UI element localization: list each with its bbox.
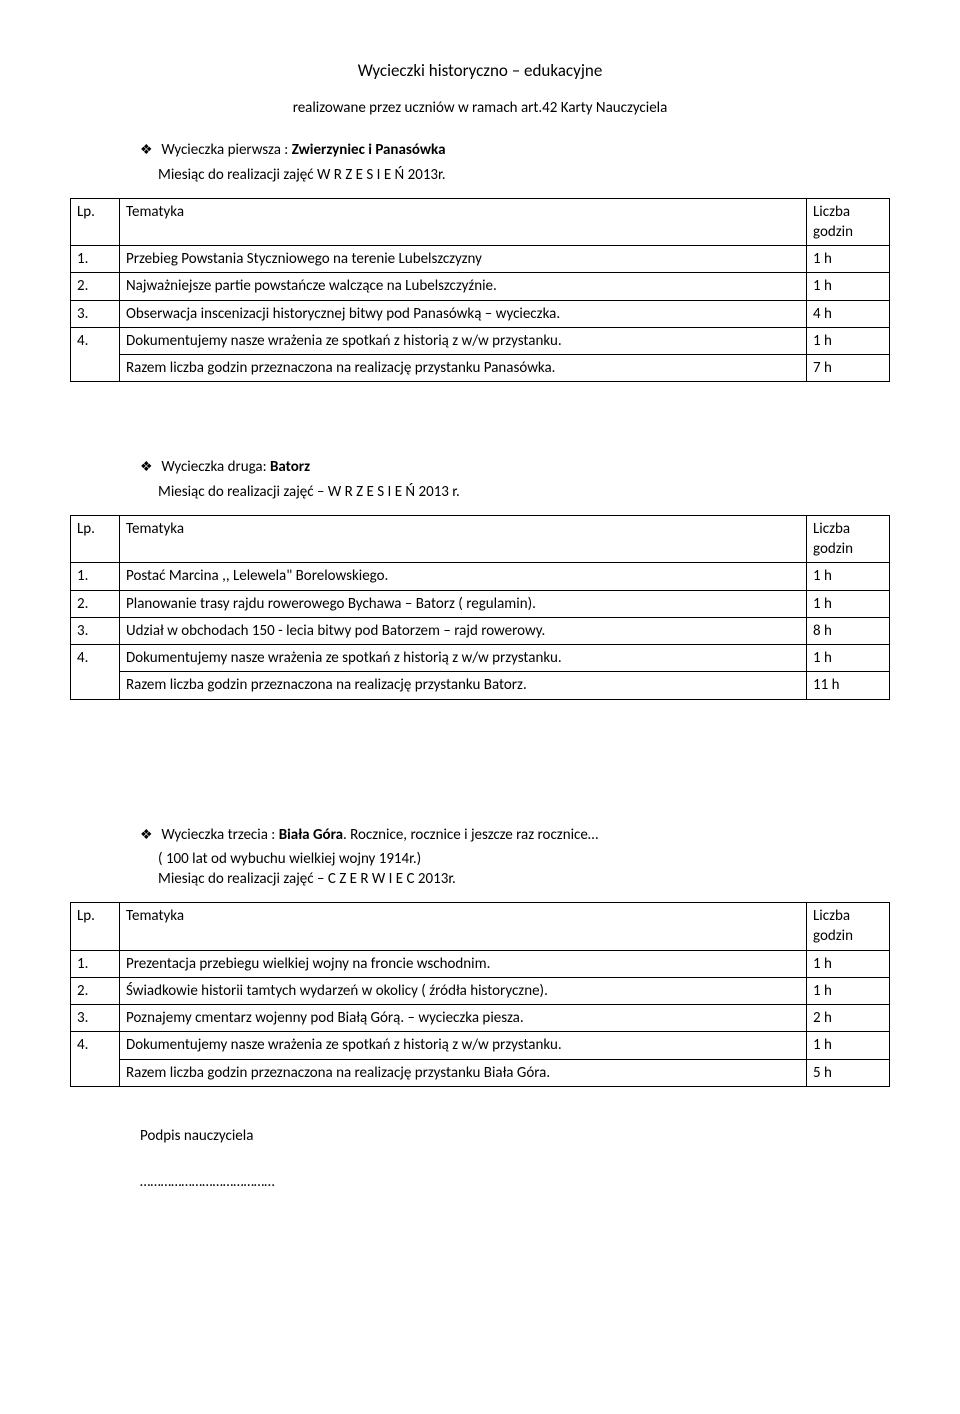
cell-lp: 2.: [71, 590, 120, 617]
trip-3-line2: ( 100 lat od wybuchu wielkiej wojny 1914…: [158, 850, 890, 868]
cell-lp: 4.: [71, 327, 120, 382]
header-tematyka: Tematyka: [120, 903, 807, 951]
cell-text: Dokumentujemy nasze wrażenia ze spotkań …: [120, 1032, 807, 1059]
cell-hours: 2 h: [807, 1005, 890, 1032]
diamond-bullet-icon: ❖: [140, 824, 158, 845]
header-tematyka: Tematyka: [120, 515, 807, 563]
diamond-bullet-icon: ❖: [140, 139, 158, 160]
header-liczba: Liczba godzin: [807, 198, 890, 246]
cell-text: Poznajemy cmentarz wojenny pod Białą Gór…: [120, 1005, 807, 1032]
table-row: 2.Świadkowie historii tamtych wydarzeń w…: [71, 977, 890, 1004]
signature-label: Podpis nauczyciela: [140, 1127, 890, 1145]
trip-3-table: Lp. Tematyka Liczba godzin 1.Prezentacja…: [70, 902, 890, 1087]
table-row: 4.Dokumentujemy nasze wrażenia ze spotka…: [71, 1032, 890, 1059]
cell-hours: 1 h: [807, 977, 890, 1004]
cell-hours: 1 h: [807, 590, 890, 617]
trip-1-header: ❖ Wycieczka pierwsza : Zwierzyniec i Pan…: [140, 139, 890, 162]
trip-1-prefix: Wycieczka pierwsza :: [161, 141, 291, 159]
cell-text: Planowanie trasy rajdu rowerowego Bychaw…: [120, 590, 807, 617]
cell-text: Dokumentujemy nasze wrażenia ze spotkań …: [120, 327, 807, 354]
trip-1-name: Zwierzyniec i Panasówka: [292, 141, 446, 159]
table-row: 2.Planowanie trasy rajdu rowerowego Bych…: [71, 590, 890, 617]
header-lp: Lp.: [71, 515, 120, 563]
cell-hours: 1 h: [807, 246, 890, 273]
table-row: 4.Dokumentujemy nasze wrażenia ze spotka…: [71, 645, 890, 672]
table-row: 3.Poznajemy cmentarz wojenny pod Białą G…: [71, 1005, 890, 1032]
cell-hours: 1 h: [807, 273, 890, 300]
cell-total-hours: 7 h: [807, 355, 890, 382]
cell-lp: 2.: [71, 273, 120, 300]
cell-hours: 1 h: [807, 645, 890, 672]
trip-1-month: Miesiąc do realizacji zajęć W R Z E S I …: [158, 166, 890, 184]
trip-3-month: Miesiąc do realizacji zajęć – C Z E R W …: [158, 870, 890, 888]
cell-total-text: Razem liczba godzin przeznaczona na real…: [120, 672, 807, 699]
cell-hours: 1 h: [807, 563, 890, 590]
cell-lp: 4.: [71, 1032, 120, 1087]
cell-total-hours: 11 h: [807, 672, 890, 699]
cell-total-text: Razem liczba godzin przeznaczona na real…: [120, 355, 807, 382]
cell-text: Obserwacja inscenizacji historycznej bit…: [120, 300, 807, 327]
cell-hours: 1 h: [807, 950, 890, 977]
page-title: Wycieczki historyczno – edukacyjne: [70, 60, 890, 81]
table-header-row: Lp. Tematyka Liczba godzin: [71, 515, 890, 563]
table-row: 3.Obserwacja inscenizacji historycznej b…: [71, 300, 890, 327]
table-total-row: Razem liczba godzin przeznaczona na real…: [71, 1059, 890, 1086]
cell-lp: 3.: [71, 1005, 120, 1032]
header-liczba: Liczba godzin: [807, 903, 890, 951]
trip-2-header: ❖ Wycieczka druga: Batorz: [140, 456, 890, 479]
trip-2-table: Lp. Tematyka Liczba godzin 1.Postać Marc…: [70, 515, 890, 700]
header-lp: Lp.: [71, 903, 120, 951]
trip-2-prefix: Wycieczka druga:: [161, 458, 270, 476]
cell-lp: 1.: [71, 950, 120, 977]
cell-lp: 3.: [71, 300, 120, 327]
signature-line: …………………………………: [140, 1173, 890, 1191]
cell-text: Udział w obchodach 150 - lecia bitwy pod…: [120, 617, 807, 644]
table-row: 1.Postać Marcina ,, Lelewela" Borelowski…: [71, 563, 890, 590]
header-tematyka: Tematyka: [120, 198, 807, 246]
cell-hours: 1 h: [807, 1032, 890, 1059]
cell-text: Dokumentujemy nasze wrażenia ze spotkań …: [120, 645, 807, 672]
table-row: 1.Przebieg Powstania Styczniowego na ter…: [71, 246, 890, 273]
trip-3-header: ❖ Wycieczka trzecia : Biała Góra. Roczni…: [140, 824, 890, 847]
trip-2-name: Batorz: [270, 458, 310, 476]
cell-total-hours: 5 h: [807, 1059, 890, 1086]
cell-hours: 1 h: [807, 327, 890, 354]
header-liczba: Liczba godzin: [807, 515, 890, 563]
table-row: 3.Udział w obchodach 150 - lecia bitwy p…: [71, 617, 890, 644]
table-row: 4.Dokumentujemy nasze wrażenia ze spotka…: [71, 327, 890, 354]
trip-3-suffix: . Rocznice, rocznice i jeszcze raz roczn…: [343, 826, 598, 844]
cell-text: Postać Marcina ,, Lelewela" Borelowskieg…: [120, 563, 807, 590]
trip-2-month: Miesiąc do realizacji zajęć – W R Z E S …: [158, 483, 890, 501]
trip-3-name: Biała Góra: [279, 826, 343, 844]
table-row: 2.Najważniejsze partie powstańcze walczą…: [71, 273, 890, 300]
table-header-row: Lp. Tematyka Liczba godzin: [71, 198, 890, 246]
diamond-bullet-icon: ❖: [140, 456, 158, 477]
cell-total-text: Razem liczba godzin przeznaczona na real…: [120, 1059, 807, 1086]
table-row: 1.Prezentacja przebiegu wielkiej wojny n…: [71, 950, 890, 977]
trip-3-prefix: Wycieczka trzecia :: [161, 826, 278, 844]
cell-lp: 3.: [71, 617, 120, 644]
header-lp: Lp.: [71, 198, 120, 246]
cell-text: Przebieg Powstania Styczniowego na teren…: [120, 246, 807, 273]
cell-lp: 1.: [71, 246, 120, 273]
cell-hours: 4 h: [807, 300, 890, 327]
cell-lp: 2.: [71, 977, 120, 1004]
page-subtitle: realizowane przez uczniów w ramach art.4…: [70, 99, 890, 117]
cell-text: Świadkowie historii tamtych wydarzeń w o…: [120, 977, 807, 1004]
cell-hours: 8 h: [807, 617, 890, 644]
cell-lp: 4.: [71, 645, 120, 700]
trip-1-table: Lp. Tematyka Liczba godzin 1.Przebieg Po…: [70, 198, 890, 383]
table-header-row: Lp. Tematyka Liczba godzin: [71, 903, 890, 951]
cell-text: Prezentacja przebiegu wielkiej wojny na …: [120, 950, 807, 977]
table-total-row: Razem liczba godzin przeznaczona na real…: [71, 672, 890, 699]
table-total-row: Razem liczba godzin przeznaczona na real…: [71, 355, 890, 382]
cell-text: Najważniejsze partie powstańcze walczące…: [120, 273, 807, 300]
cell-lp: 1.: [71, 563, 120, 590]
